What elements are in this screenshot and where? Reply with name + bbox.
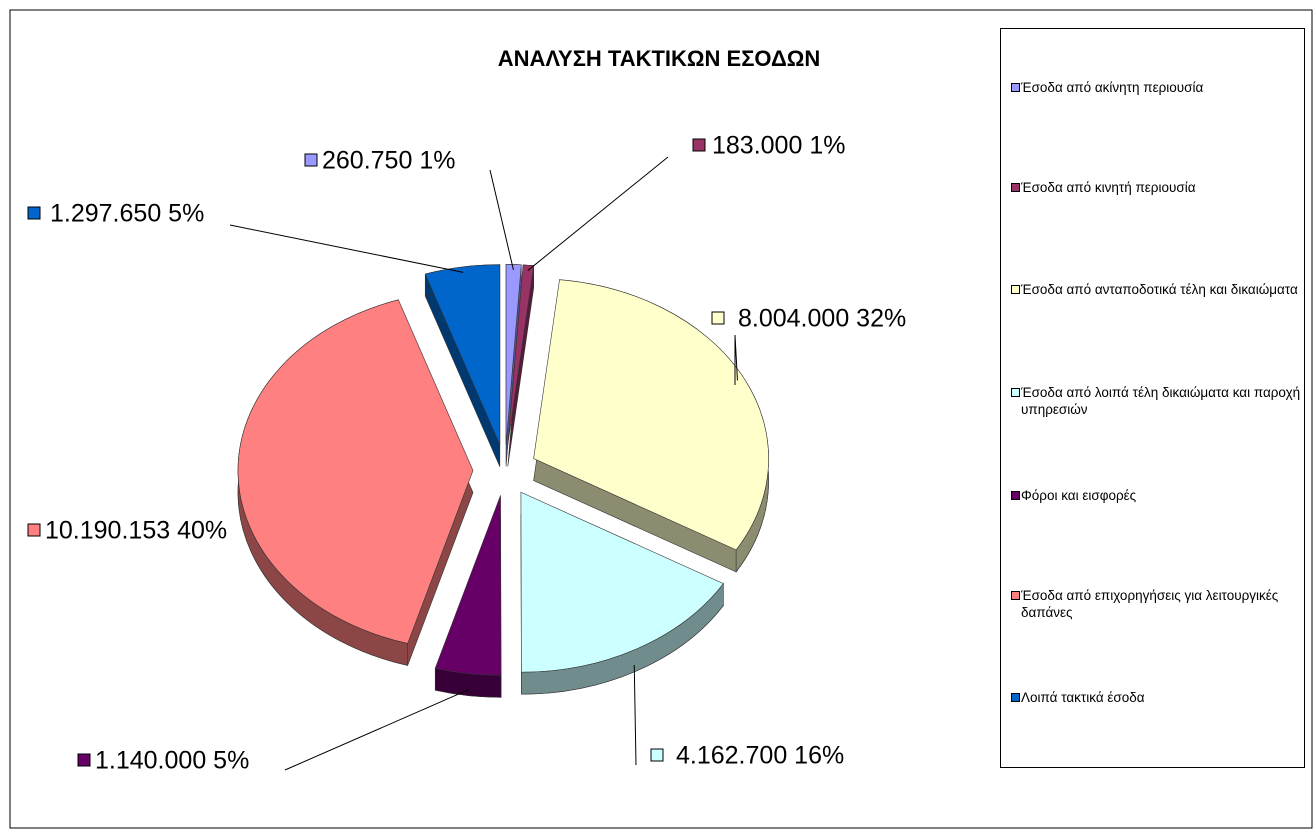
legend-key (1011, 388, 1020, 397)
legend-key (1011, 693, 1020, 702)
data-label: 8.004.000 32% (738, 305, 906, 333)
label-key (711, 311, 725, 325)
legend-label: Έσοδα από ακίνητη περιουσία (1021, 80, 1204, 95)
data-label: 1.140.000 5% (95, 747, 249, 775)
slice (424, 264, 501, 445)
legend-item: Έσοδα από ανταποδοτικά τέλη και δικαιώμα… (1011, 281, 1311, 298)
legend-key (1011, 183, 1020, 192)
data-label: 183.000 1% (712, 132, 845, 160)
legend-item: Έσοδα από λοιπά τέλη δικαιώματα και παρο… (1011, 384, 1311, 418)
legend-key (1011, 491, 1020, 500)
leader-line (284, 689, 469, 771)
slice (237, 299, 474, 644)
leader-line (633, 665, 637, 766)
legend-key (1011, 591, 1020, 600)
legend-label: Λοιπά τακτικά έσοδα (1021, 690, 1145, 705)
label-key (27, 523, 41, 537)
slice (520, 491, 724, 673)
legend-label: Έσοδα από ανταποδοτικά τέλη και δικαιώμα… (1021, 282, 1298, 297)
legend-label: Έσοδα από επιχορηγήσεις για λειτουργικές… (1021, 588, 1279, 620)
data-label: 1.297.650 5% (50, 200, 204, 228)
legend: Έσοδα από ακίνητη περιουσία Έσοδα από κιν… (1000, 28, 1305, 768)
legend-item: Έσοδα από κινητή περιουσία (1011, 179, 1311, 196)
leader-line (229, 224, 464, 273)
data-label: 260.750 1% (322, 147, 455, 175)
legend-item: Φόροι και εισφορές (1011, 487, 1311, 504)
legend-label: Φόροι και εισφορές (1021, 488, 1137, 503)
label-key (77, 753, 91, 767)
label-key (650, 748, 664, 762)
label-key (692, 138, 706, 152)
slice (434, 495, 502, 676)
data-label: 4.162.700 16% (676, 742, 844, 770)
legend-key (1011, 83, 1020, 92)
slice (505, 264, 522, 445)
legend-key (1011, 285, 1020, 294)
chart-title: ΑΝΑΛΥΣΗ ΤΑΚΤΙΚΩΝ ΕΣΟΔΩΝ (498, 46, 821, 71)
legend-label: Έσοδα από κινητή περιουσία (1021, 180, 1196, 195)
legend-item: Λοιπά τακτικά έσοδα (1011, 689, 1311, 706)
leader-line (527, 156, 669, 271)
legend-label: Έσοδα από λοιπά τέλη δικαιώματα και παρο… (1021, 385, 1301, 417)
leader-line (734, 334, 738, 385)
legend-item: Έσοδα από ακίνητη περιουσία (1011, 79, 1311, 96)
label-key (27, 206, 41, 220)
leader-line (489, 169, 514, 271)
label-key (304, 153, 318, 167)
slice (533, 279, 769, 551)
data-label: 10.190.153 40% (45, 517, 227, 545)
legend-item: Έσοδα από επιχορηγήσεις για λειτουργικές… (1011, 587, 1311, 621)
chart-border (9, 9, 1313, 829)
